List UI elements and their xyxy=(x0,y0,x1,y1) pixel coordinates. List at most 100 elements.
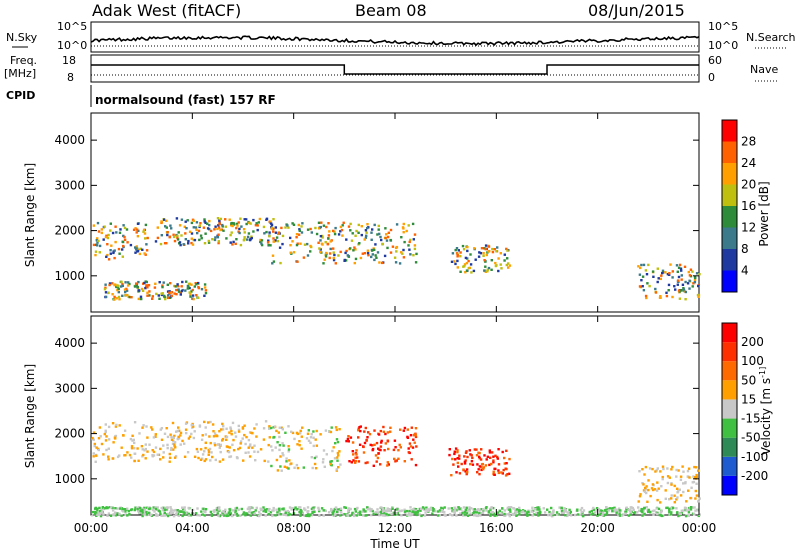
scatter-cell xyxy=(296,242,299,245)
scatter-cell xyxy=(687,270,690,274)
scatter-cell xyxy=(679,267,683,270)
scatter-cell xyxy=(680,269,683,272)
scatter-cell xyxy=(486,270,489,273)
scatter-cell xyxy=(309,436,313,439)
scatter-cell xyxy=(543,511,547,514)
scatter-cell xyxy=(143,513,146,516)
scatter-cell xyxy=(94,250,98,253)
scatter-cell xyxy=(121,294,124,297)
scatter-cell xyxy=(480,463,484,466)
scatter-cell xyxy=(325,251,328,255)
scatter-cell xyxy=(151,449,154,452)
scatter-cell xyxy=(464,256,468,260)
scatter-cell xyxy=(154,435,157,438)
scatter-cell xyxy=(299,514,302,517)
scatter-cell xyxy=(145,513,148,516)
scatter-cell xyxy=(267,512,270,516)
scatter-cell xyxy=(173,456,177,459)
scatter-cell xyxy=(297,506,301,509)
scatter-cell xyxy=(238,227,241,231)
scatter-cell xyxy=(221,225,224,228)
scatter-cell xyxy=(203,450,206,453)
scatter-cell xyxy=(654,511,658,514)
scatter-cell xyxy=(670,494,673,497)
scatter-cell xyxy=(157,294,160,297)
scatter-cell xyxy=(225,427,228,430)
scatter-cell xyxy=(213,442,216,445)
scatter-cell xyxy=(223,514,226,517)
scatter-cell xyxy=(139,247,142,250)
scatter-cell xyxy=(242,228,246,231)
scatter-cell xyxy=(138,511,141,515)
scatter-cell xyxy=(137,280,140,284)
scatter-cell xyxy=(552,513,555,517)
scatter-cell xyxy=(599,512,603,516)
scatter-cell xyxy=(207,421,210,424)
scatter-cell xyxy=(200,288,204,291)
scatter-cell xyxy=(197,229,201,233)
scatter-cell xyxy=(598,511,602,514)
scatter-cell xyxy=(162,281,165,284)
scatter-cell xyxy=(323,465,326,468)
scatter-cell xyxy=(141,455,144,458)
scatter-cell xyxy=(265,508,269,511)
scatter-cell xyxy=(260,239,264,242)
scatter-cell xyxy=(176,234,179,238)
scatter-cell xyxy=(637,500,640,503)
scatter-cell xyxy=(497,463,501,466)
scatter-cell xyxy=(117,295,121,299)
scatter-cell xyxy=(335,438,339,441)
scatter-cell xyxy=(177,426,180,429)
scatter-cell xyxy=(322,449,326,452)
scatter-cell xyxy=(494,261,497,265)
scatter-cell xyxy=(179,293,182,296)
scatter-cell xyxy=(415,513,419,517)
scatter-cell xyxy=(275,458,279,462)
scatter-cell xyxy=(394,460,397,463)
scatter-cell xyxy=(117,287,120,291)
scatter-cell xyxy=(685,509,688,512)
scatter-cell xyxy=(276,239,280,243)
freq-label-2: [MHz] xyxy=(4,67,36,80)
scatter-cell xyxy=(340,228,344,232)
scatter-cell xyxy=(169,512,172,515)
scatter-cell xyxy=(190,290,193,293)
scatter-cell xyxy=(661,271,664,275)
scatter-cell xyxy=(325,453,328,456)
scatter-cell xyxy=(267,243,270,247)
colorbar-segment xyxy=(722,323,737,343)
scatter-cell xyxy=(353,246,356,249)
scatter-cell xyxy=(350,461,353,464)
scatter-cell xyxy=(432,508,435,511)
scatter-cell xyxy=(385,510,388,513)
scatter-cell xyxy=(505,462,508,465)
scatter-cell xyxy=(248,508,252,511)
scatter-cell xyxy=(357,429,360,432)
scatter-cell xyxy=(480,247,484,250)
scatter-cell xyxy=(632,512,636,515)
scatter-cell xyxy=(448,448,451,451)
scatter-cell xyxy=(142,228,146,232)
scatter-cell xyxy=(645,273,649,276)
scatter-cell xyxy=(198,238,201,242)
scatter-cell xyxy=(237,508,240,511)
scatter-cell xyxy=(606,508,609,511)
scatter-cell xyxy=(278,510,281,513)
scatter-cell xyxy=(95,244,99,247)
scatter-cell xyxy=(379,235,382,239)
scatter-cell xyxy=(229,233,232,237)
scatter-cell xyxy=(359,429,362,433)
scatter-cell xyxy=(133,285,137,288)
scatter-cell xyxy=(215,434,218,437)
scatter-cell xyxy=(145,510,148,514)
scatter-cell xyxy=(329,240,332,243)
scatter-cell xyxy=(104,439,108,442)
scatter-cell xyxy=(692,475,695,478)
scatter-cell xyxy=(149,513,153,516)
scatter-cell xyxy=(104,429,107,432)
scatter-cell xyxy=(676,283,679,286)
scatter-cell xyxy=(381,242,384,246)
scatter-cell xyxy=(187,514,191,517)
scatter-cell xyxy=(347,435,350,438)
scatter-cell xyxy=(199,448,203,451)
